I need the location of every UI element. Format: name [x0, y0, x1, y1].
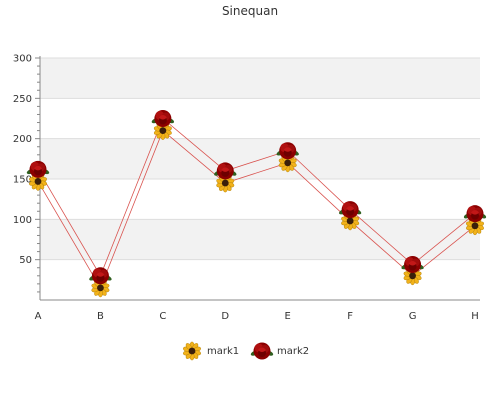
- rose-marker-mark2: [150, 110, 175, 127]
- grid-band: [40, 138, 480, 179]
- y-tick-label: 200: [13, 134, 32, 145]
- y-tick-label: 300: [13, 54, 32, 65]
- rose-marker-mark2: [338, 201, 363, 219]
- y-tick-label: 150: [13, 175, 32, 186]
- grid-bands: [40, 58, 480, 260]
- y-tick-label: 50: [19, 255, 32, 266]
- x-tick-label: C: [159, 311, 166, 322]
- series-line-mark2: [37, 117, 476, 277]
- legend: mark1 mark2: [182, 341, 309, 361]
- rose-icon: [249, 342, 275, 360]
- series-markers: [25, 110, 488, 298]
- x-axis-ticks: A B C D E F G H: [35, 311, 479, 322]
- x-tick-label: E: [285, 311, 291, 322]
- legend-label: mark1: [207, 346, 239, 357]
- x-tick-label: B: [97, 311, 104, 322]
- x-tick-label: D: [221, 311, 229, 322]
- legend-label: mark2: [277, 346, 309, 357]
- x-tick-label: F: [347, 311, 353, 322]
- sunflower-icon: [182, 341, 202, 361]
- grid-band: [40, 58, 480, 99]
- x-tick-label: H: [471, 311, 479, 322]
- rose-marker-mark2: [88, 267, 113, 285]
- chart-title: Sinequan: [222, 4, 278, 18]
- x-tick-label: A: [35, 311, 42, 322]
- y-tick-label: 100: [13, 215, 32, 226]
- y-tick-label: 250: [13, 94, 32, 105]
- grid-band: [40, 219, 480, 260]
- x-tick-label: G: [409, 311, 417, 322]
